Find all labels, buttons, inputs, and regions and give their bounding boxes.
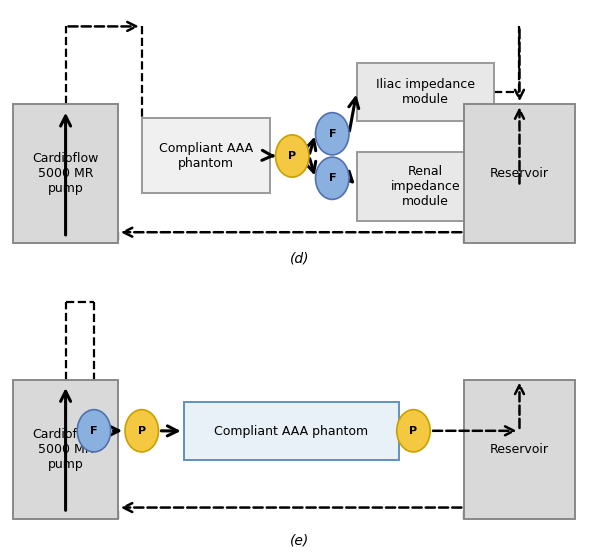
Text: (e): (e) <box>290 534 310 548</box>
FancyBboxPatch shape <box>142 118 270 193</box>
FancyBboxPatch shape <box>464 380 575 519</box>
Text: P: P <box>137 426 146 436</box>
Ellipse shape <box>125 410 158 452</box>
FancyBboxPatch shape <box>464 105 575 243</box>
Text: P: P <box>288 151 296 161</box>
Text: Compliant AAA phantom: Compliant AAA phantom <box>214 425 368 438</box>
Ellipse shape <box>316 157 349 200</box>
Text: Cardioflow
5000 MR
pump: Cardioflow 5000 MR pump <box>32 428 99 471</box>
Text: Reservoir: Reservoir <box>490 443 549 456</box>
Text: Iliac impedance
module: Iliac impedance module <box>376 78 475 106</box>
Text: P: P <box>409 426 418 436</box>
Text: Renal
impedance
module: Renal impedance module <box>391 165 460 208</box>
Text: F: F <box>329 173 336 183</box>
FancyBboxPatch shape <box>357 63 494 121</box>
Text: Cardioflow
5000 MR
pump: Cardioflow 5000 MR pump <box>32 152 99 195</box>
Text: Compliant AAA
phantom: Compliant AAA phantom <box>159 142 253 170</box>
FancyBboxPatch shape <box>357 151 494 221</box>
Ellipse shape <box>77 410 110 452</box>
Ellipse shape <box>275 135 309 177</box>
Text: F: F <box>329 129 336 139</box>
Text: Reservoir: Reservoir <box>490 167 549 181</box>
Ellipse shape <box>397 410 430 452</box>
FancyBboxPatch shape <box>184 402 398 460</box>
FancyBboxPatch shape <box>13 105 118 243</box>
Text: (d): (d) <box>290 252 310 266</box>
FancyBboxPatch shape <box>13 380 118 519</box>
Text: F: F <box>90 426 98 436</box>
Ellipse shape <box>316 112 349 155</box>
